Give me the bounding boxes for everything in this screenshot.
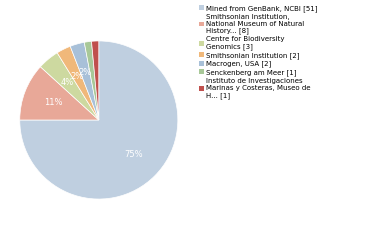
- Legend: Mined from GenBank, NCBI [51], Smithsonian Institution,
National Museum of Natur: Mined from GenBank, NCBI [51], Smithsoni…: [197, 3, 319, 100]
- Wedge shape: [20, 41, 178, 199]
- Wedge shape: [92, 41, 99, 120]
- Wedge shape: [57, 46, 99, 120]
- Text: 75%: 75%: [124, 150, 143, 159]
- Text: 2%: 2%: [70, 72, 84, 81]
- Text: 4%: 4%: [61, 78, 74, 87]
- Wedge shape: [70, 42, 99, 120]
- Text: 11%: 11%: [44, 98, 62, 107]
- Wedge shape: [40, 53, 99, 120]
- Wedge shape: [20, 67, 99, 120]
- Wedge shape: [84, 41, 99, 120]
- Text: 2%: 2%: [79, 68, 92, 77]
